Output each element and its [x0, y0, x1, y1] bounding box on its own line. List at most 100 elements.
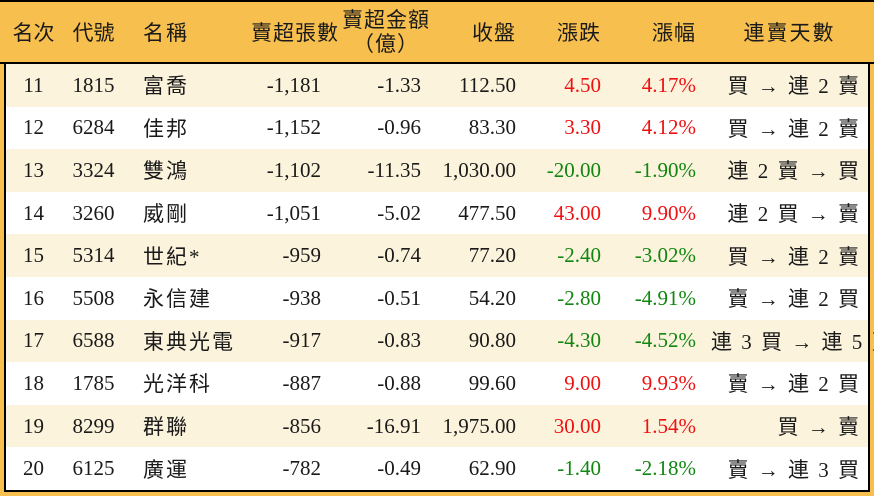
- table-row: 20 6125 廣運 -782 -0.49 62.90 -1.40 -2.18% 賣 → 連 3…: [6, 447, 868, 490]
- cell-close: 112.50: [459, 72, 516, 97]
- cell-code: 6588: [72, 328, 115, 353]
- cell-sell-amount: -1.33: [377, 72, 421, 97]
- header-close: 收盤: [472, 21, 516, 45]
- cell-close: 83.30: [468, 115, 516, 140]
- cell-change-pct: 9.90%: [641, 200, 696, 225]
- cell-sell-volume: -1,181: [266, 72, 321, 97]
- cell-sell-volume: -782: [282, 456, 322, 481]
- cell-streak: 買 → 連 2 賣: [727, 244, 860, 269]
- cell-name: 群聯: [143, 415, 189, 440]
- cell-sell-amount: -0.88: [377, 370, 421, 395]
- cell-code: 1785: [72, 370, 115, 395]
- cell-name: 佳邦: [143, 116, 189, 141]
- cell-sell-volume: -856: [282, 413, 322, 438]
- cell-sell-amount: -0.49: [377, 456, 421, 481]
- header-sell-amount: 賣超金額 （億）: [336, 8, 436, 56]
- header-name: 名稱: [143, 21, 189, 45]
- cell-change-pct: -4.91%: [634, 285, 696, 310]
- cell-streak: 賣 → 連 2 買: [727, 372, 860, 397]
- table-header-row: 名次 代號 名稱 賣超張數 賣超金額 （億） 收盤 漲跌 漲幅 連賣天數: [0, 2, 874, 64]
- table-body: 11 1815 富喬 -1,181 -1.33 112.50 4.50 4.17% 買 → 連 …: [4, 64, 874, 492]
- header-sell-amount-line1: 賣超金額: [342, 7, 430, 32]
- table-row: 13 3324 雙鴻 -1,102 -11.35 1,030.00 -20.00 -1.90%…: [6, 149, 868, 192]
- cell-change: -1.40: [557, 456, 601, 481]
- cell-streak: 買 → 連 2 賣: [727, 116, 860, 141]
- cell-change: 3.30: [564, 115, 601, 140]
- cell-close: 77.20: [468, 243, 516, 268]
- cell-sell-amount: -11.35: [367, 157, 421, 182]
- cell-streak: 買 → 賣: [777, 415, 860, 440]
- cell-code: 1815: [72, 72, 115, 97]
- cell-name: 雙鴻: [143, 159, 189, 184]
- cell-close: 54.20: [468, 285, 516, 310]
- table-row: 12 6284 佳邦 -1,152 -0.96 83.30 3.30 4.12% 買 → 連 2…: [6, 106, 868, 150]
- cell-sell-amount: -16.91: [366, 413, 421, 438]
- cell-streak: 賣 → 連 2 買: [727, 287, 860, 312]
- cell-code: 6284: [72, 115, 115, 140]
- cell-code: 3260: [72, 200, 115, 225]
- table-row: 17 6588 東典光電 -917 -0.83 90.80 -4.30 -4.52% 連 3 買…: [6, 319, 874, 363]
- cell-rank: 11: [23, 72, 44, 97]
- cell-change-pct: -4.52%: [634, 328, 696, 353]
- table-row: 18 1785 光洋科 -887 -0.88 99.60 9.00 9.93% 賣 → 連 2 …: [6, 362, 868, 405]
- cell-change: -2.40: [557, 243, 601, 268]
- cell-rank: 13: [23, 157, 44, 182]
- cell-close: 62.90: [468, 456, 516, 481]
- table-row: 16 5508 永信建 -938 -0.51 54.20 -2.80 -4.91% 賣 → 連 …: [6, 276, 868, 320]
- cell-rank: 14: [23, 200, 44, 225]
- header-sell-volume: 賣超張數: [251, 21, 339, 45]
- cell-streak: 賣 → 連 3 買: [727, 457, 860, 482]
- cell-close: 90.80: [468, 328, 516, 353]
- cell-sell-volume: -1,152: [266, 115, 321, 140]
- cell-sell-volume: -917: [282, 328, 322, 353]
- cell-close: 99.60: [468, 370, 516, 395]
- cell-change-pct: -3.02%: [634, 243, 696, 268]
- cell-close: 477.50: [458, 200, 516, 225]
- header-sell-amount-line2: （億）: [353, 32, 419, 56]
- cell-sell-amount: -0.96: [377, 115, 421, 140]
- cell-streak: 連 2 買 → 賣: [727, 202, 860, 227]
- cell-change-pct: 4.12%: [641, 115, 696, 140]
- cell-sell-amount: -0.83: [377, 328, 421, 353]
- cell-sell-volume: -1,102: [266, 157, 321, 182]
- cell-name: 富喬: [143, 74, 189, 99]
- cell-rank: 12: [23, 115, 44, 140]
- cell-code: 6125: [72, 456, 115, 481]
- cell-rank: 15: [23, 243, 44, 268]
- cell-close: 1,030.00: [442, 157, 517, 182]
- cell-rank: 19: [23, 413, 44, 438]
- cell-close: 1,975.00: [442, 413, 517, 438]
- cell-sell-amount: -0.51: [377, 285, 421, 310]
- cell-code: 5314: [72, 243, 115, 268]
- cell-change-pct: -1.90%: [634, 157, 696, 182]
- cell-change-pct: 9.93%: [641, 370, 696, 395]
- cell-streak: 買 → 連 2 賣: [727, 74, 860, 99]
- header-change-pct: 漲幅: [652, 21, 696, 45]
- cell-rank: 16: [23, 285, 44, 310]
- table-row: 11 1815 富喬 -1,181 -1.33 112.50 4.50 4.17% 買 → 連 …: [6, 64, 868, 107]
- cell-change: 43.00: [553, 200, 601, 225]
- cell-rank: 17: [23, 328, 44, 353]
- cell-sell-amount: -0.74: [377, 243, 421, 268]
- table-row: 14 3260 威剛 -1,051 -5.02 477.50 43.00 9.90% 連 2 買…: [6, 191, 868, 235]
- cell-change: -20.00: [546, 157, 601, 182]
- cell-code: 3324: [72, 157, 115, 182]
- cell-change: -2.80: [557, 285, 601, 310]
- cell-name: 東典光電: [143, 329, 235, 354]
- cell-sell-volume: -959: [282, 243, 322, 268]
- cell-name: 永信建: [143, 287, 212, 312]
- cell-sell-volume: -887: [282, 370, 322, 395]
- cell-change-pct: 4.17%: [641, 72, 696, 97]
- header-rank: 名次: [12, 21, 55, 45]
- cell-rank: 20: [23, 456, 44, 481]
- cell-change: 4.50: [564, 72, 601, 97]
- cell-name: 光洋科: [143, 372, 212, 397]
- cell-rank: 18: [23, 370, 44, 395]
- cell-change-pct: -2.18%: [634, 456, 696, 481]
- header-code: 代號: [72, 21, 115, 45]
- cell-code: 5508: [72, 285, 115, 310]
- header-streak: 連賣天數: [743, 21, 836, 45]
- table-row: 19 8299 群聯 -856 -16.91 1,975.00 30.00 1.54% 買 → …: [6, 404, 868, 448]
- cell-change: 30.00: [553, 413, 601, 438]
